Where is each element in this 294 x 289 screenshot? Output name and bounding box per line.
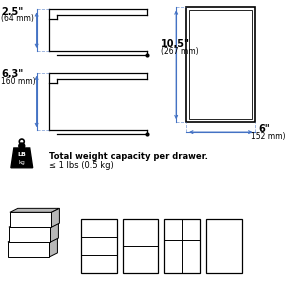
Polygon shape (51, 208, 59, 227)
Text: Total weight capacity per drawer.: Total weight capacity per drawer. (49, 152, 208, 161)
Polygon shape (9, 223, 59, 227)
Bar (189, 10, 253, 119)
Polygon shape (8, 242, 49, 257)
Text: 2.5": 2.5" (1, 8, 23, 17)
Text: 6.3": 6.3" (1, 69, 23, 79)
Polygon shape (11, 148, 33, 168)
Polygon shape (49, 238, 57, 257)
Text: (64 mm): (64 mm) (1, 14, 34, 23)
Bar (206, 219, 242, 273)
Circle shape (19, 143, 25, 149)
Polygon shape (9, 227, 51, 242)
Text: ≤ 1 lbs (0.5 kg): ≤ 1 lbs (0.5 kg) (49, 161, 114, 170)
Bar (164, 219, 200, 273)
Text: LB: LB (17, 152, 26, 158)
Polygon shape (51, 223, 59, 242)
Polygon shape (10, 212, 51, 227)
Bar (123, 219, 158, 273)
Polygon shape (8, 238, 57, 242)
Text: 6": 6" (258, 124, 270, 134)
Text: 10.5": 10.5" (161, 39, 190, 49)
Text: (267 mm): (267 mm) (161, 47, 199, 56)
Text: 160 mm): 160 mm) (1, 77, 36, 86)
Polygon shape (10, 208, 59, 212)
Bar (186, 8, 255, 122)
Text: 152 mm): 152 mm) (251, 132, 286, 141)
Bar (81, 219, 117, 273)
Text: kg: kg (19, 160, 25, 165)
